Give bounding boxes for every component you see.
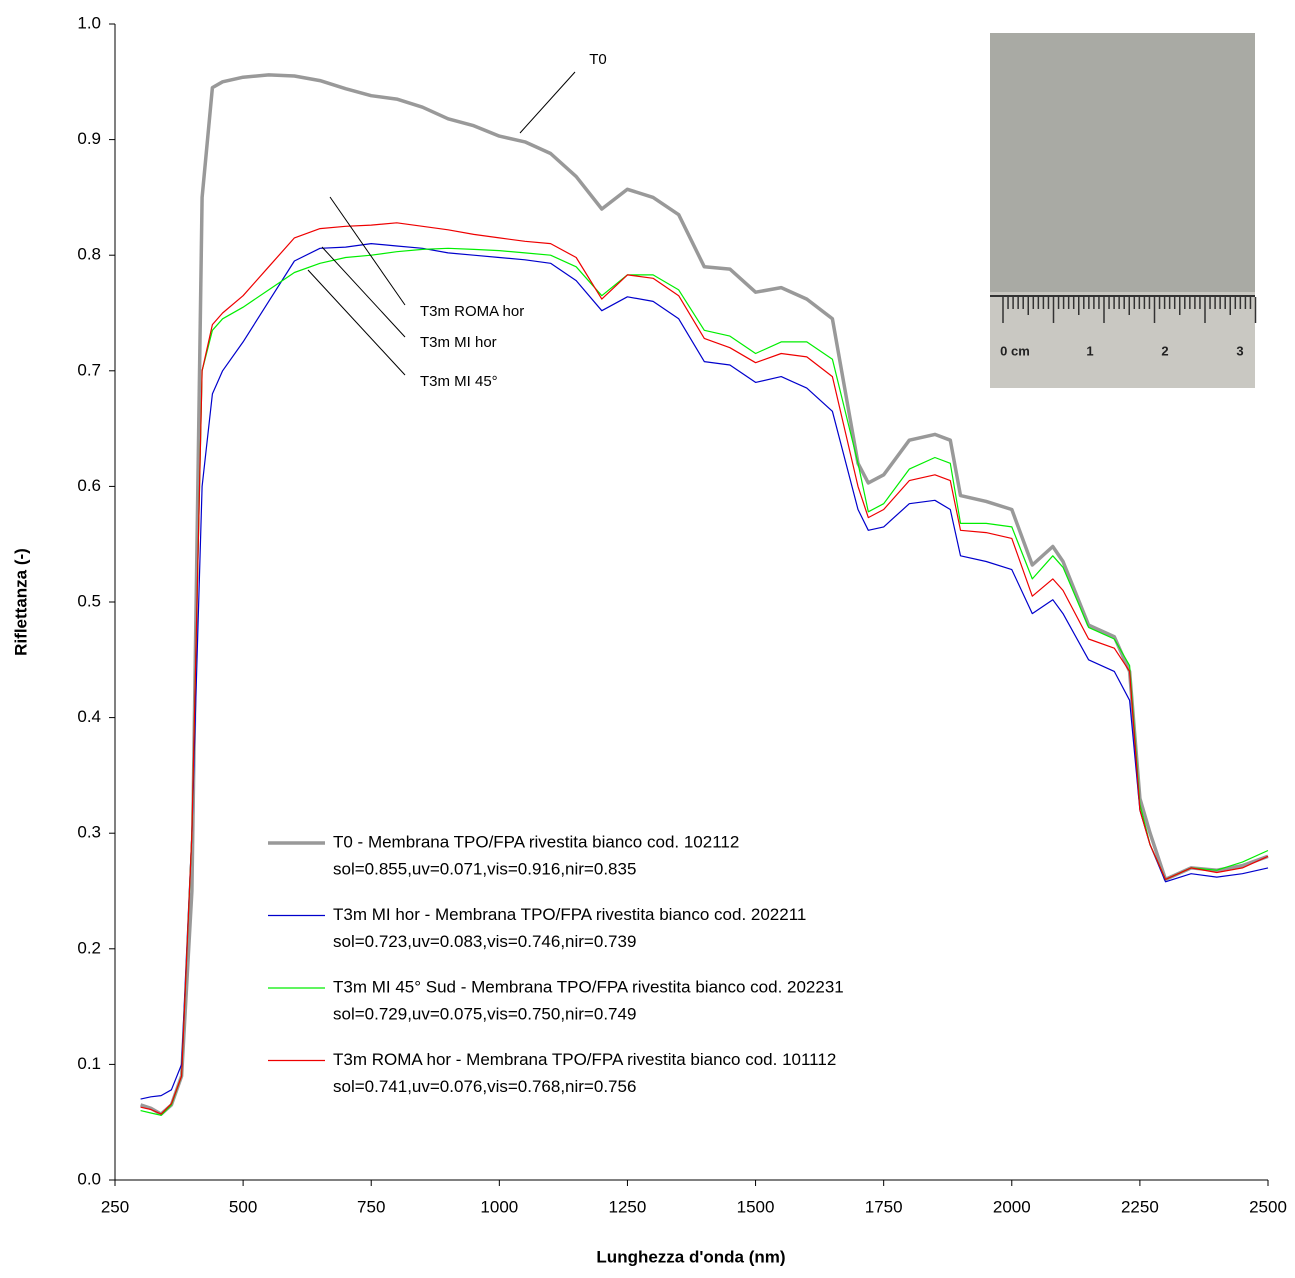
y-tick-label: 0.9 (77, 129, 101, 148)
series-line (140, 243, 1269, 1100)
y-axis-title: Riflettanza (-) (11, 548, 30, 656)
series-line (140, 247, 1269, 1116)
annotation-leader (329, 196, 406, 306)
x-tick-label: 1500 (737, 1197, 775, 1216)
x-tick-label: 500 (229, 1197, 257, 1216)
series-line (140, 222, 1269, 1115)
x-tick-label: 750 (357, 1197, 385, 1216)
annotation-leader (307, 269, 406, 376)
legend-detail: sol=0.855,uv=0.071,vis=0.916,nir=0.835 (333, 859, 636, 878)
x-tick-label: 1750 (865, 1197, 903, 1216)
y-tick-label: 0.1 (77, 1054, 101, 1073)
legend-detail: sol=0.723,uv=0.083,vis=0.746,nir=0.739 (333, 932, 636, 951)
y-tick-label: 1.0 (77, 13, 101, 32)
annotation: T0 (589, 51, 607, 68)
y-tick-label: 0.2 (77, 938, 101, 957)
y-tick-label: 0.4 (77, 707, 101, 726)
legend-detail: sol=0.729,uv=0.075,vis=0.750,nir=0.749 (333, 1004, 636, 1023)
y-tick-label: 0.7 (77, 360, 101, 379)
x-tick-label: 2000 (993, 1197, 1031, 1216)
ruler-ticks: 0 cm 1 2 3 (1000, 297, 1257, 358)
ruler-label: 2 (1161, 343, 1168, 358)
x-tick-label: 1000 (480, 1197, 518, 1216)
annotation: T3m MI 45° (420, 373, 498, 390)
legend-label: T0 - Membrana TPO/FPA rivestita bianco c… (333, 832, 739, 851)
y-tick-label: 0.3 (77, 823, 101, 842)
inset-ruler (990, 292, 1255, 388)
x-tick-label: 2250 (1121, 1197, 1159, 1216)
ruler-label: 3 (1236, 343, 1243, 358)
y-tick-label: 0.5 (77, 591, 101, 610)
legend-detail: sol=0.741,uv=0.076,vis=0.768,nir=0.756 (333, 1077, 636, 1096)
legend-label: T3m ROMA hor - Membrana TPO/FPA rivestit… (333, 1050, 836, 1069)
annotation-leader (519, 71, 576, 134)
y-tick-label: 0.6 (77, 476, 101, 495)
legend-label: T3m MI hor - Membrana TPO/FPA rivestita … (333, 905, 806, 924)
ruler-label: 1 (1086, 343, 1093, 358)
annotation: T3m ROMA hor (420, 303, 524, 320)
ruler-label: 0 cm (1000, 343, 1030, 358)
x-tick-label: 1250 (609, 1197, 647, 1216)
series-line (140, 73, 1269, 1116)
y-tick-label: 0.8 (77, 245, 101, 264)
x-axis-title: Lunghezza d'onda (nm) (596, 1247, 785, 1266)
legend-label: T3m MI 45° Sud - Membrana TPO/FPA rivest… (333, 977, 844, 996)
annotation-leader (321, 246, 406, 338)
y-tick-label: 0.0 (77, 1169, 101, 1188)
x-tick-label: 250 (101, 1197, 129, 1216)
x-tick-label: 2500 (1249, 1197, 1287, 1216)
annotation: T3m MI hor (420, 334, 497, 351)
